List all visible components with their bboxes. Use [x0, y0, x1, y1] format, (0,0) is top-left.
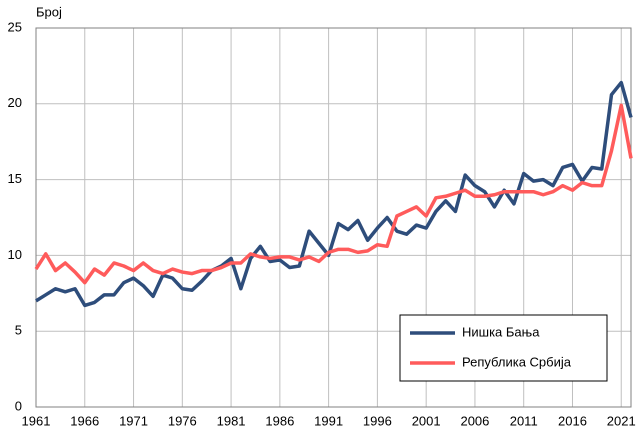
x-tick-label: 1981 — [217, 413, 246, 428]
legend-box — [399, 314, 608, 382]
x-tick-label: 1996 — [363, 413, 392, 428]
x-tick-label: 2016 — [558, 413, 587, 428]
x-tick-label: 1976 — [168, 413, 197, 428]
x-tick-label: 2011 — [510, 413, 538, 428]
y-tick-label: 20 — [8, 95, 22, 110]
series-line — [34, 103, 633, 285]
y-tick-label: 15 — [8, 171, 22, 186]
y-tick-label: 5 — [15, 323, 22, 338]
x-tick-label: 1966 — [70, 413, 99, 428]
x-tick-label: 2001 — [412, 413, 441, 428]
x-tick-label: 2006 — [460, 413, 489, 428]
y-tick-label: 10 — [8, 247, 22, 262]
x-tick-label: 1991 — [314, 413, 343, 428]
x-tick-label: 1971 — [119, 413, 148, 428]
legend-label: Нишка Бања — [462, 324, 540, 339]
y-tick-label: 0 — [15, 398, 22, 413]
series-line — [35, 80, 633, 308]
x-tick-label: 2021 — [607, 413, 636, 428]
legend-label: Република Србија — [462, 354, 572, 369]
y-axis-label: Број — [36, 4, 62, 19]
x-tick-label: 1986 — [265, 413, 294, 428]
x-tick-label: 1961 — [22, 413, 51, 428]
plot-border — [35, 27, 632, 408]
y-tick-label: 25 — [8, 19, 22, 34]
